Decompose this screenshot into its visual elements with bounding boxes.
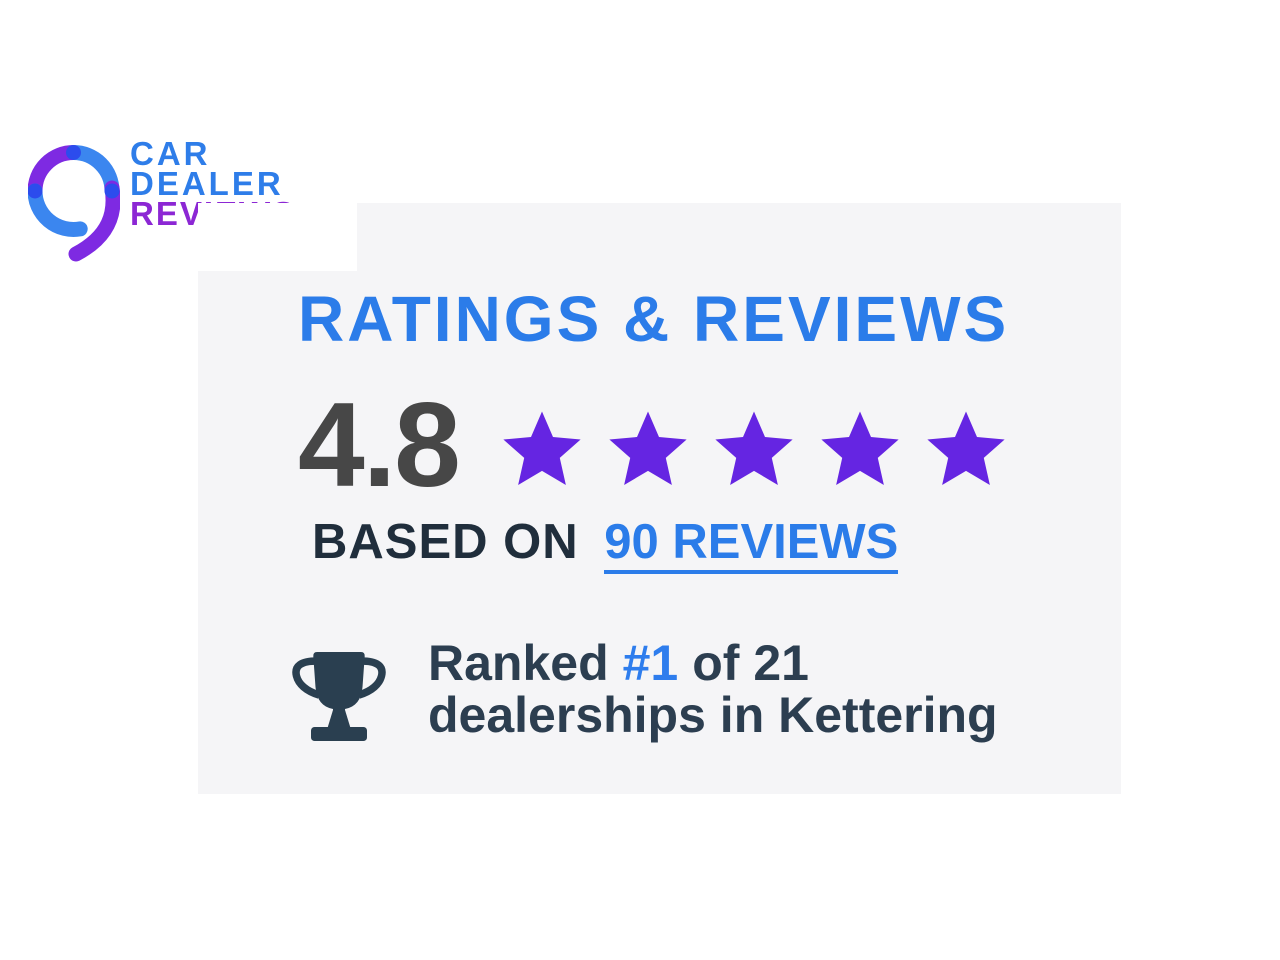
star-icon	[925, 410, 1007, 488]
star-icon	[819, 410, 901, 488]
logo-ring-icon	[27, 144, 121, 262]
reviews-count-link[interactable]: 90 REVIEWS	[604, 515, 899, 574]
rating-row: 4.8	[298, 385, 1007, 505]
star-rating	[501, 410, 1007, 488]
rank-statement: Ranked #1 of 21 dealerships in Kettering	[428, 637, 998, 741]
panel-heading: RATINGS & REVIEWS	[298, 283, 1010, 355]
trophy-icon	[291, 650, 387, 743]
rank-line-2: dealerships in Kettering	[428, 687, 998, 743]
logo-word-car: CAR	[130, 135, 211, 172]
rank-middle: of 21	[692, 635, 809, 691]
based-on-label: BASED ON	[312, 515, 579, 569]
panel-corner-notch	[198, 203, 357, 271]
rating-value: 4.8	[298, 378, 461, 512]
rank-position: #1	[622, 635, 679, 691]
rank-prefix: Ranked	[428, 635, 609, 691]
ratings-reviews-panel: RATINGS & REVIEWS 4.8 BASED ON 90 REVIEW…	[198, 203, 1121, 794]
rank-line-1: Ranked #1 of 21	[428, 637, 998, 689]
star-icon	[607, 410, 689, 488]
logo-word-dealer: DEALER	[130, 165, 284, 202]
based-on-line: BASED ON 90 REVIEWS	[312, 513, 899, 574]
star-icon	[501, 410, 583, 488]
star-icon	[713, 410, 795, 488]
